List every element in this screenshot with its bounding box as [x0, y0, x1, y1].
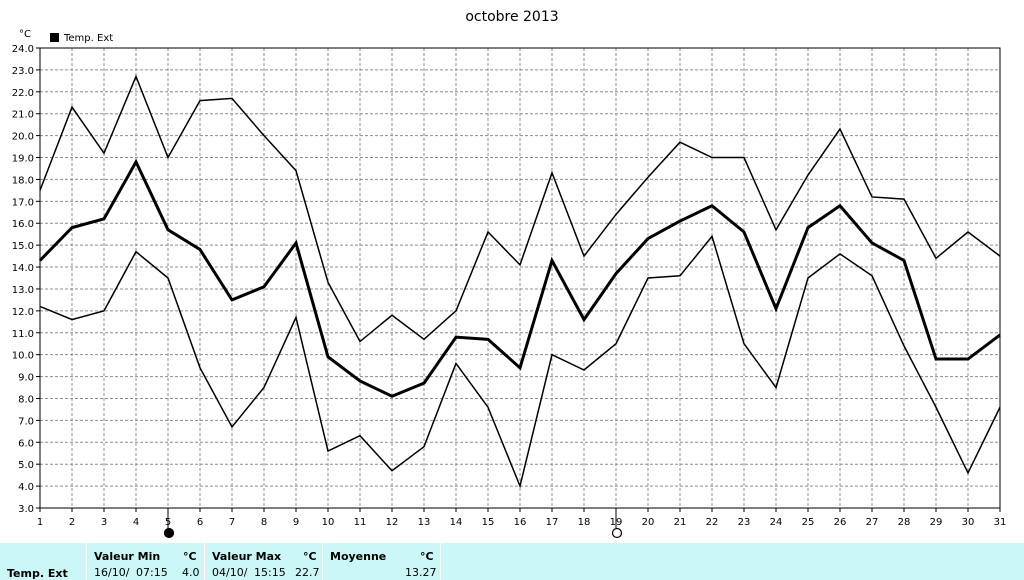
y-tick-label: 4.0	[18, 482, 34, 493]
y-tick-label: 17.0	[12, 197, 34, 208]
y-tick-label: 11.0	[12, 329, 34, 340]
y-tick-label: 9.0	[18, 373, 34, 384]
chart-title: octobre 2013	[465, 9, 558, 25]
x-tick-label: 3	[101, 517, 107, 528]
axis-ticks: 3.0 4.0 5.0 6.0 7.0 8.0 9.0 10.0 11.0 12.0 13.0 14.…	[12, 44, 1007, 528]
x-tick-label: 24	[770, 517, 783, 528]
max-value: 22.7	[295, 566, 320, 579]
x-tick-label: 11	[354, 517, 367, 528]
y-tick-label: 23.0	[12, 66, 34, 77]
temperature-chart: octobre 2013 °C Temp. Ext 3.0 4.0 5.0 6.0 7.…	[12, 9, 1007, 539]
x-tick-label: 17	[546, 517, 559, 528]
y-tick-label: 18.0	[12, 175, 34, 186]
max-time: 15:15	[254, 566, 286, 579]
series-line-moyenne	[38, 158, 1001, 398]
max-date: 04/10/	[212, 566, 248, 579]
footer-divider	[440, 543, 441, 580]
full-moon-icon	[611, 527, 623, 539]
y-tick-label: 22.0	[12, 88, 34, 99]
footer-series-label: Temp. Ext	[7, 567, 68, 580]
y-tick-label: 20.0	[12, 132, 34, 143]
y-tick-label: 16.0	[12, 219, 34, 230]
x-tick-label: 2	[69, 517, 75, 528]
min-time: 07:15	[136, 566, 168, 579]
moon-markers	[163, 508, 623, 539]
x-tick-label: 7	[229, 517, 235, 528]
footer-divider	[86, 543, 87, 580]
y-tick-label: 13.0	[12, 285, 34, 296]
y-tick-label: 14.0	[12, 263, 34, 274]
mean-value: 13.27	[405, 566, 437, 579]
y-axis-unit: °C	[19, 29, 31, 40]
y-tick-label: 10.0	[12, 351, 34, 362]
x-tick-label: 8	[261, 517, 267, 528]
min-value: 4.0	[182, 566, 200, 579]
x-tick-label: 20	[642, 517, 655, 528]
y-tick-label: 21.0	[12, 110, 34, 121]
mean-label: Moyenne	[330, 550, 387, 563]
x-tick-label: 23	[738, 517, 751, 528]
new-moon-icon	[163, 527, 175, 539]
series-line-max	[39, 74, 1001, 343]
y-tick-label: 15.0	[12, 241, 34, 252]
x-tick-label: 29	[930, 517, 943, 528]
y-tick-label: 8.0	[18, 394, 34, 405]
legend-label: Temp. Ext	[63, 33, 113, 44]
series-line-min	[39, 234, 1001, 489]
x-tick-label: 26	[834, 517, 847, 528]
x-tick-label: 9	[293, 517, 299, 528]
x-tick-label: 12	[386, 517, 399, 528]
min-date: 16/10/	[94, 566, 130, 579]
legend-swatch	[50, 33, 59, 42]
x-tick-label: 21	[674, 517, 687, 528]
x-tick-label: 14	[450, 517, 463, 528]
x-tick-label: 27	[866, 517, 879, 528]
x-tick-label: 28	[898, 517, 911, 528]
x-tick-label: 31	[994, 517, 1007, 528]
x-tick-label: 25	[802, 517, 815, 528]
y-tick-label: 3.0	[18, 504, 34, 515]
max-label: Valeur Max	[212, 550, 282, 563]
mean-unit: °C	[420, 550, 434, 563]
min-unit: °C	[183, 550, 197, 563]
x-tick-label: 22	[706, 517, 719, 528]
gridlines	[40, 48, 1000, 508]
y-tick-label: 6.0	[18, 438, 34, 449]
x-tick-label: 13	[418, 517, 431, 528]
x-tick-label: 1	[37, 517, 43, 528]
y-tick-label: 7.0	[18, 416, 34, 427]
series-lines	[38, 74, 1001, 489]
x-tick-label: 30	[962, 517, 975, 528]
y-tick-label: 24.0	[12, 44, 34, 55]
y-tick-label: 5.0	[18, 460, 34, 471]
x-tick-label: 4	[133, 517, 139, 528]
x-tick-label: 10	[322, 517, 335, 528]
x-tick-label: 15	[482, 517, 495, 528]
x-tick-label: 18	[578, 517, 591, 528]
x-tick-label: 16	[514, 517, 527, 528]
max-unit: °C	[303, 550, 317, 563]
stats-footer: Temp. Ext Valeur Min °C 16/10/ 07:15 4.0…	[0, 543, 1024, 580]
y-tick-label: 12.0	[12, 307, 34, 318]
y-tick-label: 19.0	[12, 154, 34, 165]
footer-divider	[204, 543, 205, 580]
x-tick-label: 6	[197, 517, 203, 528]
min-label: Valeur Min	[94, 550, 161, 563]
footer-divider	[322, 543, 323, 580]
